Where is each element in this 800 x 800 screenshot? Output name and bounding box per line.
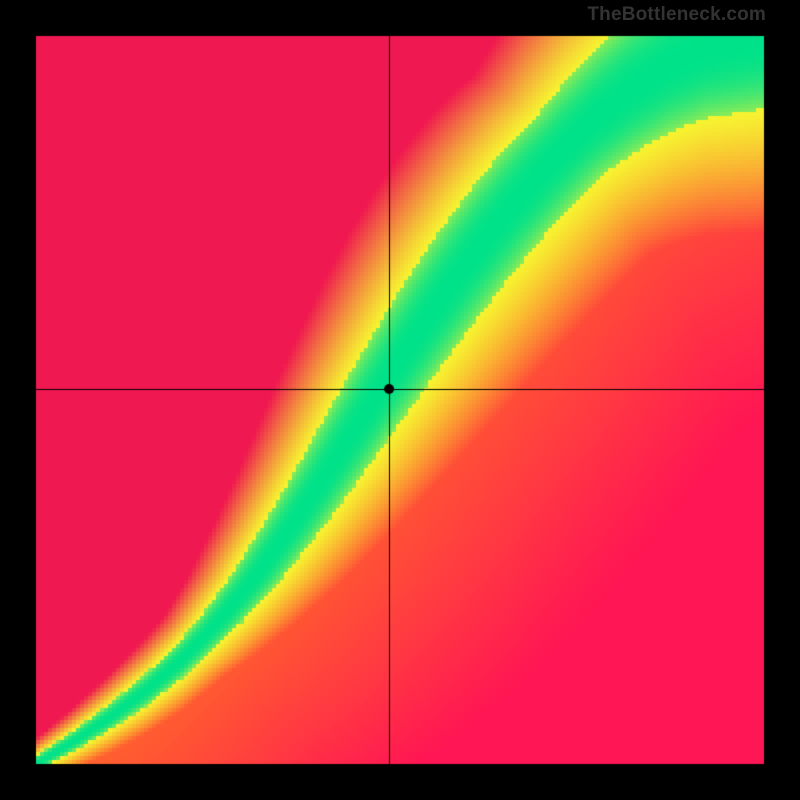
attribution-label: TheBottleneck.com: [587, 4, 766, 26]
bottleneck-heatmap: [0, 0, 800, 800]
chart-container: { "meta": { "attribution": "TheBottlenec…: [0, 0, 800, 800]
